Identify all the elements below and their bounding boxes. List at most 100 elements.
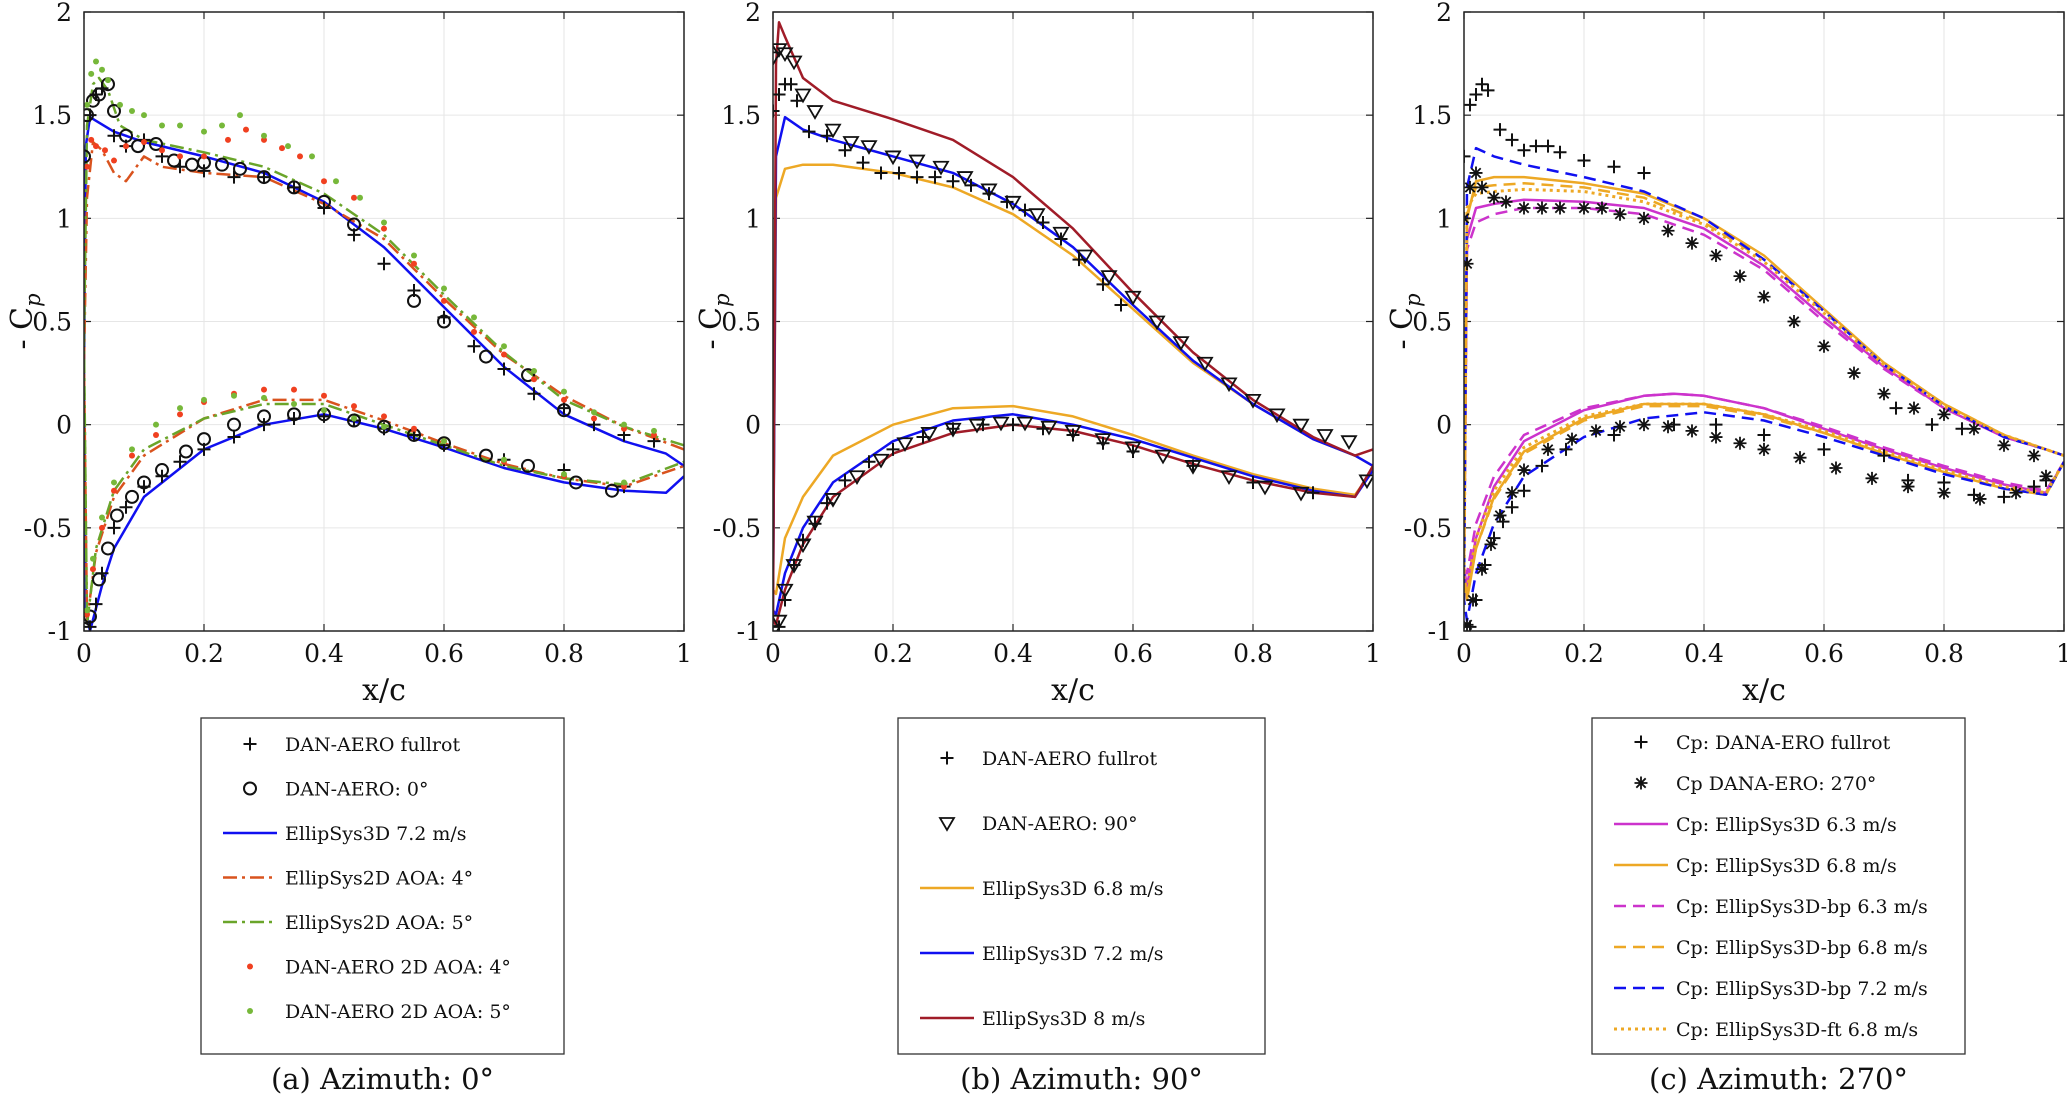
data-point (1541, 442, 1555, 456)
data-point (802, 125, 816, 139)
x-tick-label: 1 (2056, 639, 2067, 668)
data-point (321, 407, 327, 414)
grid-lines (1463, 11, 2065, 632)
plot-area (1464, 77, 2064, 631)
panel-caption: (c) Azimuth: 270° (1649, 1062, 1908, 1096)
data-point (860, 140, 878, 155)
x-axis-label: x/c (362, 673, 406, 708)
data-point (1148, 315, 1166, 331)
x-tick-label: 0 (76, 639, 92, 668)
data-point (1937, 486, 1951, 500)
data-point (291, 401, 297, 408)
legend-label: DAN-AERO 2D AOA: 4° (285, 957, 511, 979)
series-line-1 (1464, 175, 2064, 602)
data-point (377, 257, 391, 271)
data-point (357, 194, 363, 201)
data-point (1464, 257, 1474, 271)
data-point (227, 417, 241, 432)
data-point (908, 154, 926, 170)
legend-marker (247, 1008, 253, 1014)
data-point (838, 473, 852, 487)
data-point (1094, 433, 1112, 448)
data-point (1955, 422, 1969, 436)
x-tick-label: 0.4 (993, 639, 1033, 668)
data-point (129, 452, 135, 459)
data-point (1967, 422, 1981, 436)
series-markers-3 (773, 77, 1320, 631)
legend-marker (247, 963, 253, 970)
legend-label: DAN-AERO fullrot (982, 748, 1157, 770)
data-point (920, 427, 938, 442)
data-point (287, 180, 301, 194)
data-point (1997, 438, 2011, 452)
data-point (123, 143, 129, 150)
data-point (92, 572, 106, 587)
data-point (1292, 418, 1310, 434)
data-point (1757, 442, 1771, 456)
data-point (910, 170, 924, 184)
data-point (107, 521, 121, 535)
y-axis-label: - Cp (5, 293, 45, 349)
data-point (956, 171, 974, 186)
data-point (527, 387, 541, 401)
data-point (111, 157, 117, 164)
data-point (159, 147, 165, 154)
data-point (1847, 366, 1861, 380)
data-point (824, 123, 842, 139)
data-point (1493, 508, 1507, 522)
series-markers-6 (84, 58, 657, 614)
data-point (84, 101, 90, 108)
legend-marker (1634, 735, 1648, 749)
data-point (84, 149, 91, 164)
legend-label: Cp DANA-ERO: 270° (1676, 773, 1876, 795)
y-axis-label: - Cp (694, 293, 734, 349)
data-point (1475, 77, 1489, 91)
data-point (1637, 166, 1651, 180)
series-markers-4 (84, 77, 619, 631)
data-point (1076, 249, 1094, 265)
data-point (1505, 486, 1519, 500)
data-point (119, 128, 133, 143)
data-point (2027, 449, 2041, 463)
data-point (946, 174, 960, 188)
y-tick-label: 1 (56, 204, 72, 233)
series-markers-7 (1464, 166, 2053, 631)
data-point (1096, 277, 1110, 291)
x-tick-label: 0.8 (544, 639, 584, 668)
data-point (1907, 401, 1921, 415)
x-tick-label: 0.6 (1113, 639, 1153, 668)
data-point (892, 166, 906, 180)
legend-label: Cp: EllipSys3D-ft 6.8 m/s (1676, 1019, 1918, 1041)
data-point (856, 156, 870, 170)
data-point (441, 285, 447, 292)
series-line-0 (84, 115, 684, 631)
y-tick-label: 0.5 (721, 308, 761, 337)
data-point (1901, 480, 1915, 494)
y-tick-label: -1 (1428, 617, 1452, 646)
legend-label: Cp: DANA-ERO fullrot (1676, 732, 1891, 754)
data-point (88, 136, 95, 143)
x-tick-label: 0.6 (1804, 639, 1844, 668)
data-point (651, 427, 657, 434)
data-point (237, 112, 243, 119)
legend-marker (940, 751, 954, 765)
data-point (105, 77, 111, 84)
data-point (569, 475, 583, 490)
x-tick-label: 0.8 (1924, 639, 1964, 668)
panel-caption: (a) Azimuth: 0° (271, 1062, 494, 1096)
data-point (129, 446, 135, 453)
data-point (773, 43, 788, 58)
data-point (1865, 471, 1879, 485)
data-point (1889, 401, 1903, 415)
data-point (177, 122, 183, 129)
data-point (1517, 484, 1531, 498)
data-point (1316, 429, 1334, 444)
data-point (90, 566, 96, 573)
legend-label: EllipSys3D 6.8 m/s (982, 878, 1164, 900)
x-axis-label: x/c (1742, 673, 1786, 708)
data-point (896, 437, 914, 453)
data-point (84, 609, 97, 624)
data-point (279, 145, 285, 152)
data-point (980, 183, 998, 199)
data-point (1877, 387, 1891, 401)
